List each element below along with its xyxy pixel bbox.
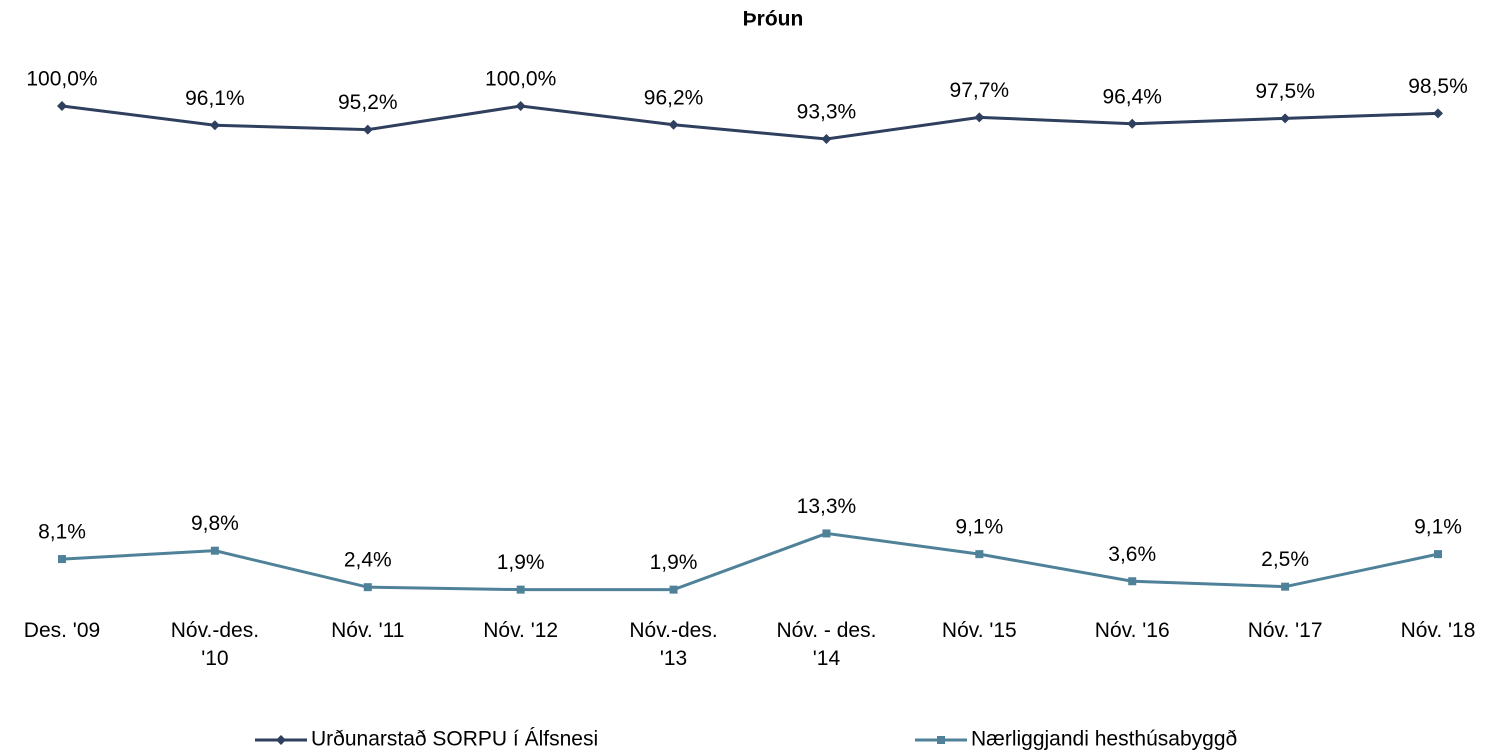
- marker: [1128, 577, 1137, 586]
- marker: [362, 124, 373, 135]
- marker: [1434, 550, 1442, 559]
- x-tick-label: Nóv.-des. '10: [170, 619, 260, 670]
- x-tick-label: Nóv. '12: [483, 619, 559, 642]
- chart-title: Þróun: [743, 8, 804, 31]
- marker: [937, 736, 945, 744]
- data-label: 1,9%: [650, 551, 698, 574]
- data-label: 96,4%: [1102, 85, 1162, 108]
- series-line: [61, 531, 1439, 592]
- marker: [209, 120, 220, 131]
- data-label: 96,2%: [644, 86, 704, 109]
- marker: [516, 585, 525, 594]
- legend-label: Urðunarstað SORPU í Álfsnesi: [311, 728, 598, 751]
- data-label: 2,4%: [344, 549, 392, 572]
- data-label: 93,3%: [797, 101, 857, 124]
- marker: [1280, 113, 1291, 124]
- marker: [276, 735, 286, 745]
- legend-label: Nærliggjandi hesthúsabyggð: [971, 728, 1237, 751]
- data-label: 1,9%: [497, 551, 545, 574]
- x-tick-label: Nóv. '11: [331, 619, 405, 642]
- marker: [1127, 118, 1138, 129]
- data-label: 9,8%: [191, 512, 239, 535]
- data-label: 8,1%: [38, 521, 86, 544]
- marker: [363, 583, 372, 592]
- data-label: 98,5%: [1408, 75, 1468, 98]
- data-label: 96,1%: [185, 87, 245, 110]
- data-label: 2,5%: [1261, 548, 1309, 571]
- marker: [974, 112, 985, 123]
- marker: [1281, 582, 1290, 591]
- data-label: 95,2%: [338, 91, 398, 114]
- x-tick-label: Des. '09: [23, 619, 101, 642]
- x-tick-label: Nóv.-des. '13: [629, 619, 718, 670]
- data-label: 97,7%: [950, 79, 1010, 102]
- data-label: 97,5%: [1255, 80, 1315, 103]
- marker: [57, 101, 67, 111]
- data-label: 100,0%: [485, 68, 556, 91]
- x-tick-label: Nóv. '16: [1094, 619, 1170, 642]
- data-label: 100,0%: [26, 68, 97, 91]
- x-tick-label: Nóv. '17: [1247, 619, 1323, 642]
- data-label: 3,6%: [1108, 543, 1156, 566]
- x-tick-label: Nóv. - des. '14: [776, 619, 877, 670]
- marker: [821, 134, 832, 145]
- data-label: 9,1%: [955, 516, 1003, 539]
- marker: [515, 101, 526, 111]
- marker: [975, 550, 984, 559]
- x-tick-label: Nóv. '18: [1400, 619, 1476, 642]
- data-label: 9,1%: [1414, 516, 1462, 539]
- marker: [210, 546, 219, 555]
- marker: [822, 529, 831, 538]
- marker: [58, 555, 66, 564]
- series-line: [61, 104, 1439, 141]
- data-label: 13,3%: [797, 495, 857, 518]
- x-tick-label: Nóv. '15: [941, 619, 1017, 642]
- marker: [668, 119, 679, 130]
- marker: [669, 585, 678, 594]
- marker: [1433, 108, 1443, 119]
